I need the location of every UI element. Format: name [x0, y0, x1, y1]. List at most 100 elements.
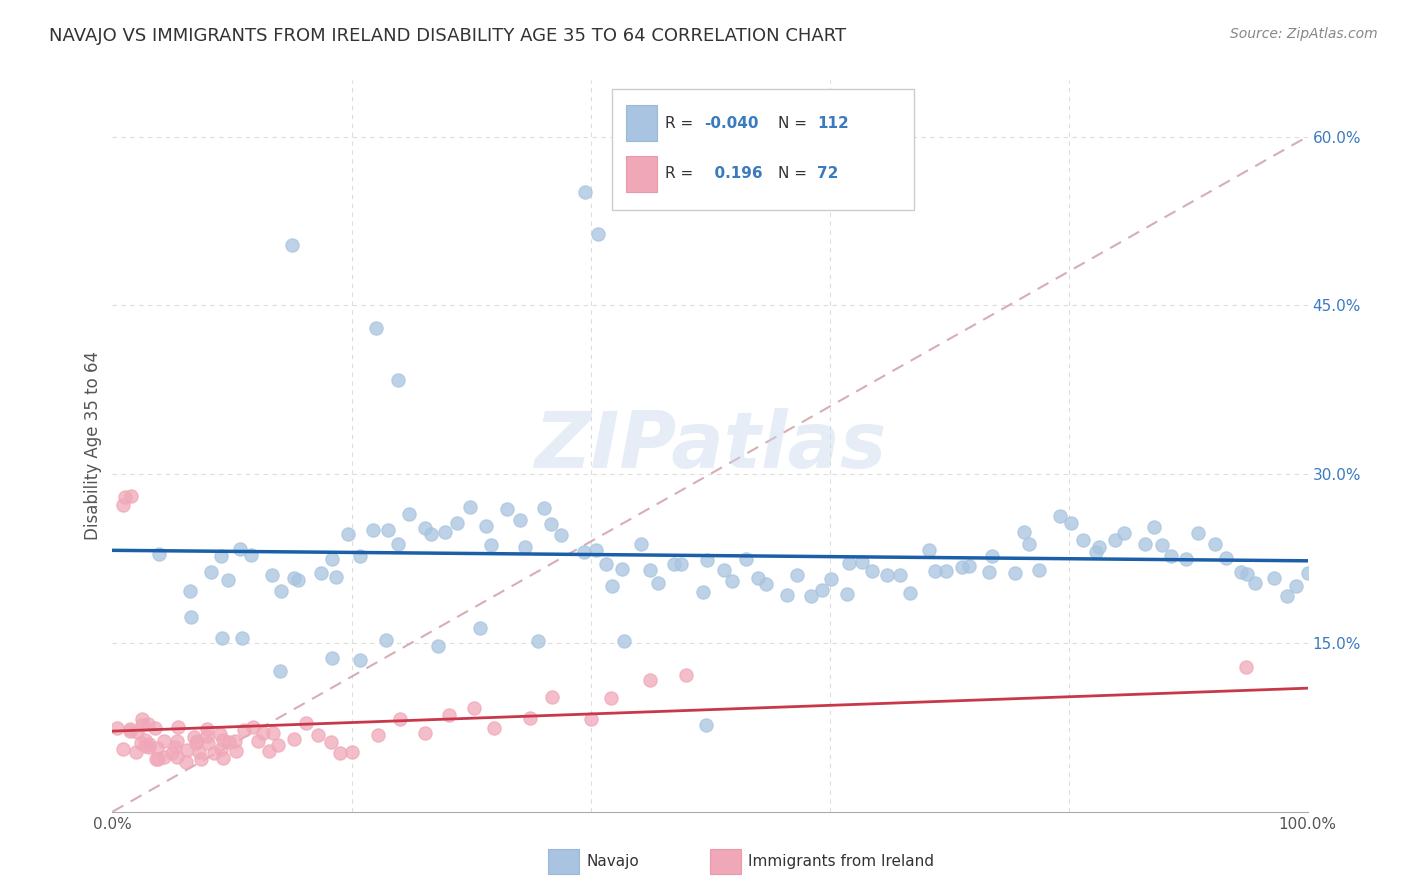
Point [638, 563, 661, 577]
Point [713, 562, 735, 576]
Point [319, 735, 342, 749]
Point [851, 555, 873, 569]
Point [696, 553, 718, 567]
Point [270, 584, 292, 599]
Point [184, 736, 207, 750]
Point [835, 587, 858, 601]
Point [820, 573, 842, 587]
Point [610, 562, 633, 576]
Point [419, 527, 441, 541]
Point [519, 711, 541, 725]
Point [195, 722, 218, 736]
Point [433, 524, 456, 539]
Point [550, 528, 572, 542]
Point [468, 621, 491, 635]
Point [120, 723, 142, 738]
Point [224, 734, 246, 748]
Point [377, 523, 399, 537]
Text: ZIPatlas: ZIPatlas [534, 408, 886, 484]
Text: Immigrants from Ireland: Immigrants from Ireland [748, 855, 934, 869]
Point [367, 728, 389, 742]
Y-axis label: Disability Age 35 to 64: Disability Age 35 to 64 [84, 351, 103, 541]
Point [1174, 552, 1197, 566]
Point [800, 589, 823, 603]
Point [179, 584, 201, 599]
Point [460, 500, 482, 515]
Point [267, 738, 290, 752]
Point [283, 571, 305, 585]
Point [1187, 525, 1209, 540]
Point [176, 743, 198, 757]
Point [475, 518, 498, 533]
Point [329, 746, 352, 760]
Point [585, 543, 607, 558]
Point [309, 566, 332, 580]
Point [669, 558, 692, 572]
Point [838, 556, 860, 570]
Point [1004, 566, 1026, 580]
Point [136, 717, 159, 731]
Point [1236, 566, 1258, 581]
Point [572, 545, 595, 559]
Point [340, 745, 363, 759]
Point [540, 690, 562, 704]
Point [349, 549, 371, 563]
Point [242, 720, 264, 734]
Text: N =: N = [778, 116, 811, 130]
Point [695, 717, 717, 731]
Point [183, 731, 205, 745]
Point [152, 749, 174, 764]
Point [638, 673, 661, 687]
Point [375, 632, 398, 647]
Point [252, 726, 274, 740]
Point [212, 751, 235, 765]
Point [747, 571, 769, 585]
Point [1160, 549, 1182, 564]
Point [211, 631, 233, 645]
Point [918, 542, 941, 557]
Point [1088, 541, 1111, 555]
Text: R =: R = [665, 167, 699, 181]
Point [153, 733, 176, 747]
Point [134, 739, 156, 754]
Point [209, 741, 232, 756]
Point [134, 733, 156, 747]
Point [187, 745, 209, 759]
Point [935, 564, 957, 578]
Point [287, 573, 309, 587]
Point [427, 640, 450, 654]
Point [479, 538, 502, 552]
Point [146, 752, 169, 766]
Text: Source: ZipAtlas.com: Source: ZipAtlas.com [1230, 27, 1378, 41]
Point [1112, 525, 1135, 540]
Point [129, 736, 152, 750]
Point [118, 722, 141, 736]
Point [876, 568, 898, 582]
Point [269, 665, 291, 679]
Point [131, 718, 153, 732]
Point [509, 513, 531, 527]
Point [387, 374, 409, 388]
Point [1133, 537, 1156, 551]
Point [295, 715, 318, 730]
Point [200, 566, 222, 580]
Point [387, 536, 409, 550]
Point [336, 527, 359, 541]
Point [1204, 537, 1226, 551]
Point [600, 578, 623, 592]
Point [630, 537, 652, 551]
Point [720, 574, 742, 589]
Point [307, 728, 329, 742]
Point [413, 521, 436, 535]
Point [924, 565, 946, 579]
Point [586, 227, 609, 241]
Point [595, 557, 617, 571]
Point [446, 516, 468, 530]
Point [143, 721, 166, 735]
Point [1215, 550, 1237, 565]
Point [957, 558, 980, 573]
Point [131, 712, 153, 726]
Point [482, 721, 505, 735]
Point [229, 541, 252, 556]
Text: R =: R = [665, 116, 699, 130]
